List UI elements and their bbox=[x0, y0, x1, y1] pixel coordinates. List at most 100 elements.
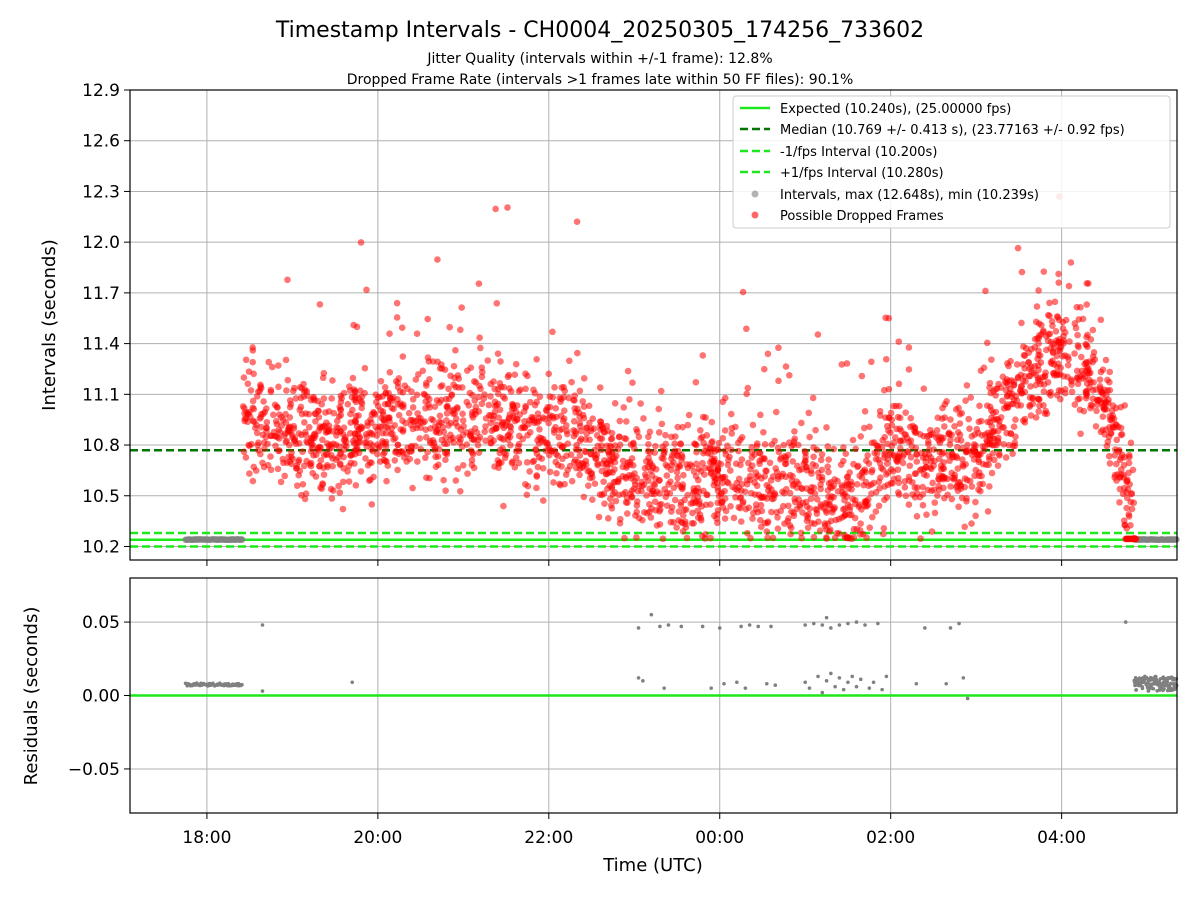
dropped-frame-point bbox=[1093, 396, 1101, 404]
dropped-frame-point bbox=[824, 487, 832, 494]
dropped-frame-point bbox=[369, 447, 377, 455]
dropped-frame-point bbox=[469, 451, 477, 458]
dropped-frame-point bbox=[1082, 394, 1090, 402]
dropped-frame-point bbox=[1029, 394, 1037, 402]
dropped-frame-point bbox=[1079, 371, 1086, 378]
dropped-frame-point bbox=[384, 462, 392, 469]
dropped-frame-point bbox=[1113, 436, 1121, 444]
dropped-frame-point bbox=[954, 443, 961, 451]
dropped-frame-point bbox=[739, 288, 747, 296]
dropped-frame-point bbox=[1010, 423, 1018, 430]
dropped-frame-point bbox=[260, 463, 268, 471]
dropped-frame-point bbox=[391, 457, 399, 464]
dropped-frame-point bbox=[275, 447, 282, 455]
dropped-frame-point bbox=[907, 414, 915, 422]
dropped-frame-point bbox=[842, 450, 850, 457]
dropped-frame-point bbox=[414, 410, 421, 417]
dropped-frame-point bbox=[841, 511, 849, 519]
dropped-frame-point bbox=[905, 366, 913, 373]
dropped-frame-point bbox=[531, 389, 539, 397]
dropped-frame-point bbox=[487, 439, 495, 447]
dropped-frame-point bbox=[914, 484, 921, 491]
dropped-frame-point bbox=[941, 494, 948, 502]
residuals-ytick-label: 0.00 bbox=[82, 687, 120, 707]
residuals-xtick-label: 22:00 bbox=[524, 828, 573, 848]
dropped-frame-point bbox=[866, 423, 873, 431]
dropped-frame-point bbox=[764, 350, 772, 358]
dropped-frame-point bbox=[977, 417, 985, 425]
dropped-frame-point bbox=[1046, 330, 1054, 338]
dropped-frame-point bbox=[901, 484, 909, 491]
dropped-frame-point bbox=[405, 409, 413, 417]
dropped-frame-point bbox=[840, 506, 847, 513]
dropped-frame-point bbox=[386, 368, 394, 376]
dropped-frame-point bbox=[467, 432, 474, 439]
residual-point bbox=[773, 683, 778, 688]
dropped-frame-point bbox=[777, 507, 785, 515]
dropped-frame-point bbox=[682, 524, 690, 531]
dropped-frame-point bbox=[694, 476, 702, 484]
residual-point bbox=[717, 626, 722, 630]
residual-point bbox=[824, 679, 829, 683]
dropped-frame-point bbox=[905, 344, 913, 351]
dropped-frame-point bbox=[452, 477, 460, 484]
dropped-frame-point bbox=[487, 393, 494, 400]
dropped-frame-point bbox=[640, 415, 647, 422]
dropped-frame-point bbox=[1068, 388, 1076, 396]
dropped-frame-point bbox=[579, 398, 587, 405]
dropped-frame-point bbox=[1018, 319, 1025, 327]
dropped-frame-point bbox=[1127, 522, 1134, 529]
dropped-frame-point bbox=[599, 460, 606, 467]
dropped-frame-point bbox=[924, 438, 932, 445]
dropped-frame-point bbox=[555, 433, 563, 441]
dropped-frame-point bbox=[249, 404, 257, 412]
dropped-frame-point bbox=[288, 453, 295, 461]
dropped-frame-point bbox=[806, 433, 813, 441]
dropped-frame-point bbox=[728, 446, 735, 454]
dropped-frame-point bbox=[690, 468, 698, 475]
dropped-frame-point bbox=[1020, 343, 1027, 350]
dropped-frame-point bbox=[798, 534, 805, 542]
dropped-frame-point bbox=[394, 395, 401, 403]
dropped-frame-point bbox=[744, 384, 752, 392]
dropped-frame-point bbox=[1088, 402, 1096, 410]
dropped-frame-point bbox=[574, 349, 581, 357]
dropped-frame-point bbox=[737, 518, 745, 525]
dropped-frame-point bbox=[242, 356, 250, 364]
dropped-frame-point bbox=[249, 417, 257, 425]
dropped-frame-point bbox=[727, 502, 734, 510]
dropped-frame-point bbox=[522, 404, 529, 411]
dropped-frame-point bbox=[1117, 473, 1124, 481]
dropped-frame-point bbox=[1084, 343, 1091, 351]
dropped-frame-point bbox=[894, 466, 902, 473]
residuals-xtick-label: 20:00 bbox=[353, 828, 402, 848]
dropped-frame-point bbox=[537, 434, 545, 442]
dropped-frame-point bbox=[947, 483, 954, 490]
dropped-frame-point bbox=[652, 465, 660, 473]
dropped-frame-point bbox=[587, 450, 595, 458]
dropped-frame-point bbox=[874, 442, 882, 450]
residual-point bbox=[820, 623, 825, 627]
dropped-frame-point bbox=[374, 441, 381, 448]
dropped-frame-point bbox=[1082, 388, 1090, 395]
dropped-frame-point bbox=[545, 370, 553, 378]
dropped-frame-point bbox=[468, 461, 476, 469]
dropped-frame-point bbox=[399, 428, 407, 435]
dropped-frame-point bbox=[726, 453, 733, 461]
dropped-frame-point bbox=[373, 432, 381, 439]
dropped-frame-point bbox=[433, 397, 441, 404]
dropped-frame-point bbox=[446, 323, 453, 331]
dropped-frame-point bbox=[337, 411, 345, 419]
dropped-frame-point bbox=[386, 417, 393, 425]
dropped-frame-point bbox=[387, 394, 394, 402]
dropped-frame-point bbox=[752, 469, 760, 476]
residual-point bbox=[679, 624, 684, 629]
dropped-frame-point bbox=[1113, 460, 1120, 468]
dropped-frame-point bbox=[626, 461, 634, 468]
dropped-frame-point bbox=[576, 419, 584, 427]
dropped-frame-point bbox=[544, 404, 551, 411]
dropped-frame-point bbox=[982, 287, 989, 295]
dropped-frame-point bbox=[1097, 368, 1105, 376]
dropped-frame-point bbox=[459, 461, 467, 469]
dropped-frame-point bbox=[395, 411, 403, 419]
